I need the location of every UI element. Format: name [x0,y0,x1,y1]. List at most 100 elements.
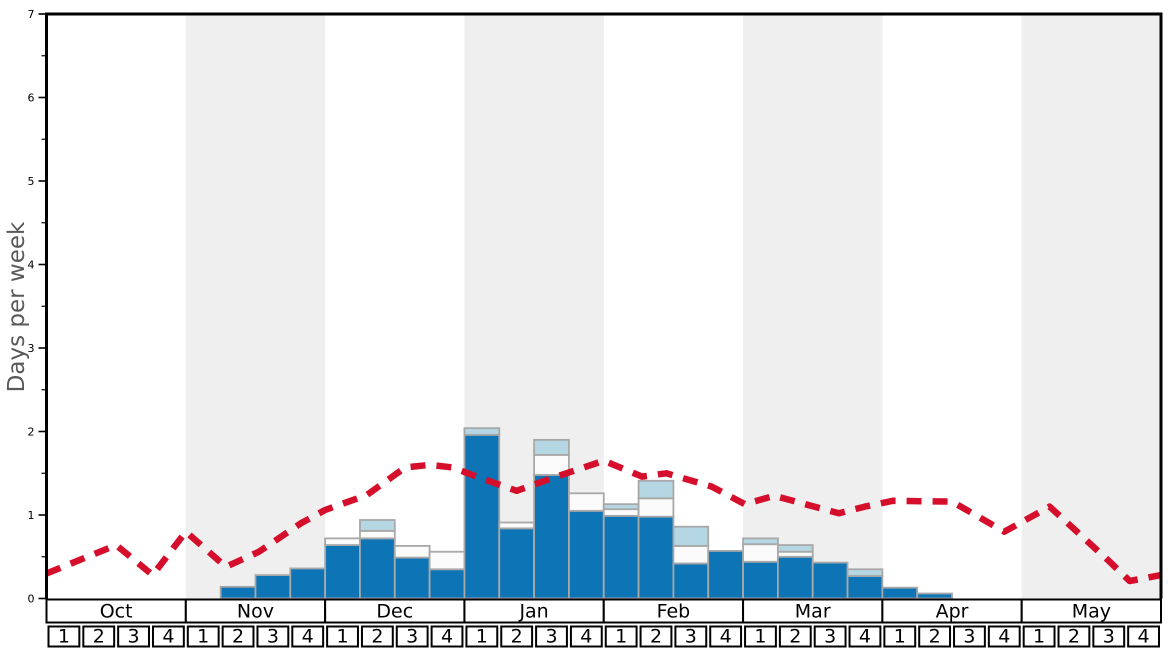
bar-nov-3-dark-blue-days [254,574,292,600]
month-label-may: May [1072,601,1111,623]
week-label-jan-2: 2 [511,626,523,648]
bar-dec-1-dark-blue-days [324,544,361,600]
month-band-may [1021,14,1161,599]
month-label-jan: Jan [518,601,548,623]
bar-dec-4-white-days [428,550,466,571]
bar-jan-2-white-days [498,521,535,530]
week-cell-jan-2 [500,625,534,648]
week-cell-mar-4 [848,625,882,648]
week-label-apr-1: 1 [894,626,906,648]
bar-feb-1-light-blue-days [602,503,640,511]
week-label-may-4: 4 [1138,626,1150,648]
week-cell-dec-3 [395,625,429,648]
week-label-may-1: 1 [1033,626,1045,648]
week-label-feb-3: 3 [685,626,697,648]
week-cell-oct-3 [117,625,150,648]
week-cell-apr-4 [987,625,1021,648]
y-tick-label-0: 0 [28,593,35,606]
week-cell-nov-1 [186,625,220,648]
bar-mar-2-dark-blue-days [776,555,814,600]
bar-feb-3-light-blue-days [672,525,710,547]
week-label-apr-3: 3 [963,626,975,648]
week-cell-jan-1 [465,625,499,648]
week-label-feb-4: 4 [720,626,732,648]
week-cell-oct-2 [82,625,116,648]
bar-dec-1-white-days [324,537,361,546]
bar-mar-1-light-blue-days [742,537,779,546]
average-line [45,457,1162,585]
week-cell-feb-3 [674,625,708,648]
month-label-oct: Oct [100,601,133,623]
month-label-mar: Mar [795,601,831,623]
week-cell-nov-4 [291,625,325,648]
week-cell-oct-4 [151,625,185,648]
bar-mar-3-dark-blue-days [811,561,849,600]
bar-jan-2-dark-blue-days [498,527,535,600]
y-tick-label-5: 5 [28,175,35,188]
week-cell-mar-3 [813,625,847,648]
bar-mar-4-light-blue-days [846,568,884,577]
week-label-apr-4: 4 [998,626,1010,648]
y-tick-label-2: 2 [28,426,35,439]
bar-nov-2-dark-blue-days [219,585,257,600]
y-axis-title: Days per week [4,221,30,392]
week-label-oct-1: 1 [58,626,70,648]
week-label-mar-1: 1 [754,626,766,648]
week-cell-apr-1 [883,625,917,648]
bar-mar-2-light-blue-days [776,544,814,553]
week-cell-feb-1 [604,625,638,648]
week-label-dec-1: 1 [336,626,348,648]
bar-feb-3-white-days [672,544,710,565]
month-cell-may [1020,598,1162,624]
week-label-nov-1: 1 [197,626,209,648]
y-tick-label-3: 3 [28,342,35,355]
bar-apr-1-dark-blue-days [881,586,919,600]
week-cell-jan-4 [569,625,603,648]
bar-feb-1-white-days [602,508,640,517]
week-label-feb-1: 1 [615,626,627,648]
bar-jan-1-dark-blue-days [463,433,501,600]
bar-dec-3-white-days [393,544,431,559]
week-cell-dec-1 [326,625,359,648]
month-label-dec: Dec [376,601,413,623]
week-label-mar-4: 4 [859,626,871,648]
month-band-nov [185,14,326,599]
month-label-row: Oct Nov Dec Jan Feb Mar Apr May [45,598,1162,624]
week-cell-mar-1 [744,625,777,648]
bar-dec-2-dark-blue-days [359,537,396,600]
y-tick-label-6: 6 [28,92,35,105]
week-label-jan-4: 4 [580,626,592,648]
month-label-apr: Apr [936,601,969,623]
bar-jan-3-dark-blue-days [533,474,570,600]
week-label-jan-1: 1 [476,626,488,648]
week-cell-dec-4 [430,625,464,648]
bar-jan-3-light-blue-days [533,438,570,456]
week-cell-nov-2 [221,625,255,648]
week-label-dec-4: 4 [441,626,453,648]
week-label-may-2: 2 [1068,626,1080,648]
y-tick-label-7: 7 [28,8,35,21]
week-cell-may-4 [1127,625,1160,648]
week-cell-may-2 [1057,625,1091,648]
week-cell-feb-4 [709,625,743,648]
week-cell-may-3 [1092,625,1126,648]
week-label-may-3: 3 [1103,626,1115,648]
week-label-nov-4: 4 [302,626,314,648]
week-cell-mar-2 [778,625,812,648]
bar-dec-3-dark-blue-days [393,556,431,600]
bar-mar-1-white-days [742,543,779,563]
month-shading-bands [185,14,1161,599]
week-label-oct-4: 4 [162,626,174,648]
week-label-feb-2: 2 [650,626,662,648]
week-label-jan-3: 3 [545,626,557,648]
week-label-apr-2: 2 [929,626,941,648]
week-cell-nov-3 [256,625,290,648]
y-axis-ticks: 0 1 2 3 4 5 6 7 [28,8,47,606]
week-label-mar-2: 2 [789,626,801,648]
y-tick-label-4: 4 [28,259,35,272]
week-cell-dec-2 [360,625,394,648]
bar-feb-4-dark-blue-days [707,550,744,600]
